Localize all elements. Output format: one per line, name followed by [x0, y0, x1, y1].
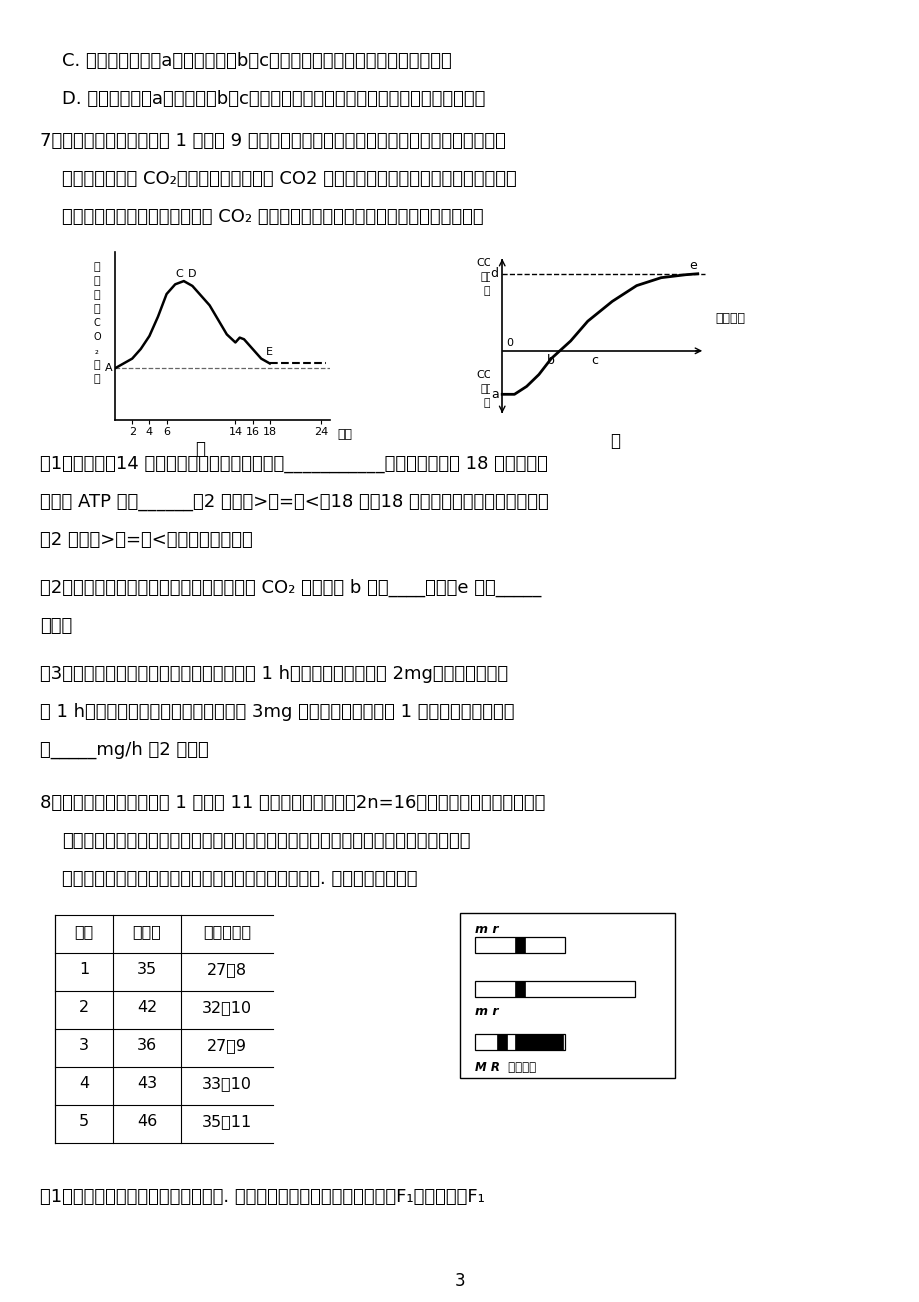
Text: m r: m r: [474, 1005, 498, 1018]
Text: 罩: 罩: [94, 290, 100, 299]
Text: 32：10: 32：10: [201, 1000, 252, 1016]
Text: D: D: [187, 270, 197, 280]
Text: （2 分）（>、=、<）呼吸作用强度。: （2 分）（>、=、<）呼吸作用强度。: [40, 531, 253, 549]
Text: 能接受正常花粉而受精结实），欲选育并用于杂交育种. 请回答下列问题：: 能接受正常花粉而受精结实），欲选育并用于杂交育种. 请回答下列问题：: [62, 870, 417, 888]
Text: ₂: ₂: [95, 346, 99, 355]
Text: 46: 46: [137, 1115, 157, 1130]
Text: 35: 35: [137, 962, 157, 978]
Text: d: d: [490, 267, 498, 280]
Text: 35：11: 35：11: [201, 1115, 252, 1130]
Text: 量: 量: [483, 398, 490, 408]
Text: 玻: 玻: [94, 262, 100, 272]
Text: m r: m r: [474, 923, 498, 936]
Text: C. 甲为农田害虫，a为喷施农药，b、c分别代表产生抗药基因，种群数量减少: C. 甲为农田害虫，a为喷施农药，b、c分别代表产生抗药基因，种群数量减少: [62, 52, 451, 70]
Text: （3）若先将该植物的叶片在同温度下暗处理 1 h，暗处理后重量减少 2mg，随后立即再光: （3）若先将该植物的叶片在同温度下暗处理 1 h，暗处理后重量减少 2mg，随后…: [40, 665, 507, 684]
Bar: [474, 980, 634, 997]
Bar: [496, 1034, 506, 1049]
Text: CO₂: CO₂: [476, 258, 497, 268]
Bar: [460, 913, 675, 1078]
Text: 璃: 璃: [94, 276, 100, 286]
Text: 量: 量: [483, 286, 490, 296]
Text: 示。图乙表示光照强度与该植株 CO₂ 吸收量或释放量的关系。请据图回答下列问题：: 示。图乙表示光照强度与该植株 CO₂ 吸收量或释放量的关系。请据图回答下列问题：: [62, 208, 483, 227]
Text: 乙: 乙: [609, 432, 619, 450]
Text: E: E: [266, 348, 272, 357]
Text: 3: 3: [454, 1272, 465, 1290]
Bar: [474, 937, 564, 953]
Text: （2）图乙中，其他条件皆适宜，若适当增大 CO₂ 浓度，则 b 点向____移动；e 点向_____: （2）图乙中，其他条件皆适宜，若适当增大 CO₂ 浓度，则 b 点向____移动…: [40, 579, 540, 598]
Text: 照 1 h，光照后与暗处理前相比重量增加 3mg 。则该植物叶片光照 1 小时的真正光合速率: 照 1 h，光照后与暗处理前相比重量增加 3mg 。则该植物叶片光照 1 小时的…: [40, 703, 514, 721]
Text: 1: 1: [79, 962, 89, 978]
Text: 总株数: 总株数: [132, 924, 161, 940]
Text: 36: 36: [137, 1039, 157, 1053]
Text: O: O: [93, 332, 101, 342]
Text: b: b: [547, 354, 554, 367]
Bar: [474, 1034, 564, 1049]
Bar: [515, 980, 525, 997]
Text: 43: 43: [137, 1077, 157, 1091]
Text: a: a: [490, 388, 498, 401]
Text: c: c: [591, 354, 598, 367]
Text: 为_____mg/h （2 分）。: 为_____mg/h （2 分）。: [40, 741, 209, 759]
Text: 吸收: 吸收: [480, 272, 494, 283]
Text: 研究者发现有雄性不育植株（即雄蕊发育异常不能产生有功能的花粉，但雌蕊发育正常: 研究者发现有雄性不育植株（即雄蕊发育异常不能产生有功能的花粉，但雌蕊发育正常: [62, 832, 470, 850]
Text: 释放: 释放: [480, 384, 494, 395]
Text: （1）图甲中，14 时受限制的主要是光合作用的___________阶段，该时刻与 18 时相比，叶: （1）图甲中，14 时受限制的主要是光合作用的___________阶段，该时刻…: [40, 454, 548, 473]
Text: 2: 2: [79, 1000, 89, 1016]
Text: 5: 5: [79, 1115, 89, 1130]
Text: 内: 内: [94, 303, 100, 314]
Text: 绿体中 ATP 含量______（2 分）（>、=、<）18 时。18 时，叶肉细胞中光合作用强度: 绿体中 ATP 含量______（2 分）（>、=、<）18 时。18 时，叶肉…: [40, 493, 548, 510]
Bar: [515, 1034, 562, 1049]
Text: e: e: [688, 259, 696, 272]
Text: 8．（除特殊标注外，每空 1 分，共 11 分）某二倍体植物（2n=16）开两性花，可自花传粉。: 8．（除特殊标注外，每空 1 分，共 11 分）某二倍体植物（2n=16）开两性…: [40, 794, 545, 812]
Text: D. 甲为同化量，a为太阳能，b、c分别代表呼吸作用热能散失，下一营养级的同化量: D. 甲为同化量，a为太阳能，b、c分别代表呼吸作用热能散失，下一营养级的同化量: [62, 90, 485, 108]
Text: 27：8: 27：8: [207, 962, 247, 978]
Text: 3: 3: [79, 1039, 89, 1053]
Text: 移动。: 移动。: [40, 617, 73, 635]
Text: 甲: 甲: [195, 440, 205, 458]
Text: A: A: [105, 363, 112, 374]
Text: 7．（除特殊标注外，每空 1 分，共 9 分）将一长势良好的大豆植株置于密闭玻璃罩内培养，: 7．（除特殊标注外，每空 1 分，共 9 分）将一长势良好的大豆植株置于密闭玻璃…: [40, 132, 505, 150]
Text: 可育：不育: 可育：不育: [203, 924, 251, 940]
Text: 光照强度: 光照强度: [714, 311, 744, 324]
Text: 42: 42: [137, 1000, 157, 1016]
Text: 时间: 时间: [336, 428, 352, 441]
Text: C: C: [94, 318, 100, 328]
Text: 33：10: 33：10: [202, 1077, 252, 1091]
Text: 浓: 浓: [94, 359, 100, 370]
Text: （1）雄性不育与可育是一对相对性状. 将雄性不育植株与可育植株杂交，F₁代均可育，F₁: （1）雄性不育与可育是一对相对性状. 将雄性不育植株与可育植株杂交，F₁代均可育…: [40, 1187, 484, 1206]
Text: CO₂: CO₂: [476, 370, 497, 380]
Text: 度: 度: [94, 374, 100, 384]
Text: 编号: 编号: [74, 924, 94, 940]
Text: 4: 4: [79, 1077, 89, 1091]
Text: 0: 0: [505, 337, 512, 348]
Bar: [515, 937, 525, 953]
Text: 27：9: 27：9: [207, 1039, 246, 1053]
Text: M R  易位片段: M R 易位片段: [474, 1061, 536, 1074]
Text: 并置于室外，用 CO₂测定仪测定玻璃罩内 CO2 浓度一天的变化情况，绘成曲线如图甲所: 并置于室外，用 CO₂测定仪测定玻璃罩内 CO2 浓度一天的变化情况，绘成曲线如…: [62, 171, 516, 187]
Text: C: C: [176, 270, 183, 280]
